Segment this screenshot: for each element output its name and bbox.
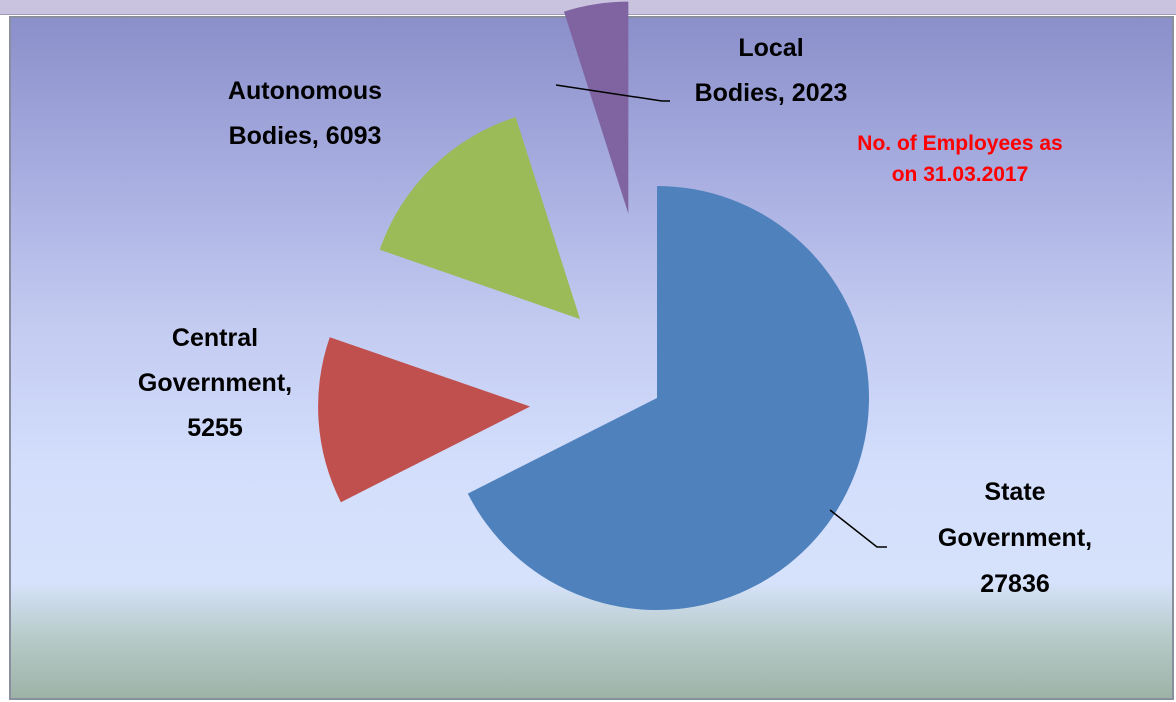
chart-note-line-1: No. of Employees as [857,132,1063,155]
data-label-line: 5255 [187,414,243,442]
data-label-central-government: Central Government, 5255 [138,324,292,442]
pie-slice-autonomous-bodies [379,117,581,320]
data-label-line: 27836 [980,570,1050,598]
pie-slice-local-bodies [563,1,629,214]
chart-note: No. of Employees as on 31.03.2017 [815,128,1105,190]
data-label-line: Local [738,34,803,62]
pie-slice-state-government [467,186,869,610]
data-label-autonomous-bodies: Autonomous Bodies, 6093 [228,77,382,150]
data-label-line: Autonomous [228,77,382,105]
chart-note-line-2: on 31.03.2017 [891,163,1029,186]
pie-slice-central-government [318,337,531,503]
data-label-line: Government, [138,369,292,397]
data-label-line: Government, [938,524,1092,552]
data-label-line: Bodies, 2023 [695,79,848,107]
data-label-line: Bodies, 6093 [229,122,382,150]
data-label-line: Central [172,324,258,352]
data-label-local-bodies: Local Bodies, 2023 [695,34,848,107]
data-label-line: State [984,478,1045,506]
leader-line-local-bodies [555,84,670,102]
leader-line-state-government [829,509,887,548]
data-label-state-government: State Government, 27836 [938,478,1092,598]
